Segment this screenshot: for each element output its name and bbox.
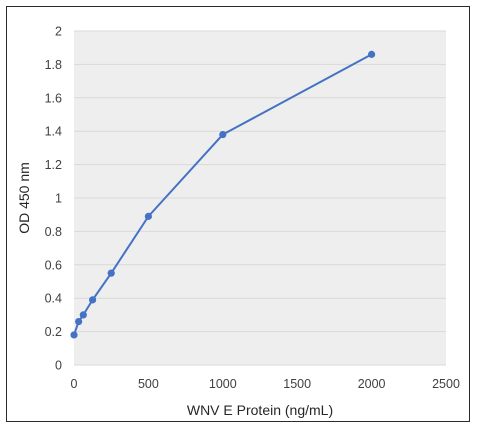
y-tick-label: 0.6 (45, 258, 62, 272)
data-point (70, 331, 78, 339)
y-tick-label: 1.2 (45, 158, 62, 172)
data-point (107, 269, 115, 277)
gridlines (74, 30, 446, 366)
x-tick-label: 2000 (358, 377, 386, 391)
data-series (70, 50, 376, 339)
x-tick-label: 2500 (432, 377, 460, 391)
data-point (89, 296, 97, 304)
y-tick-label: 0.4 (45, 292, 62, 306)
y-tick-label: 1.4 (45, 125, 62, 139)
y-axis-title: OD 450 nm (16, 162, 32, 234)
y-tick-label: 1.8 (45, 58, 62, 72)
x-axis-title: WNV E Protein (ng/mL) (187, 402, 333, 418)
y-tick-label: 0.8 (45, 225, 62, 239)
data-point (368, 50, 376, 58)
y-axis-tick-labels: 0 0.2 0.4 0.6 0.8 1 1.2 1.4 1.6 1.8 2 (45, 25, 62, 373)
y-tick-label: 0 (55, 359, 62, 373)
data-point (144, 212, 152, 220)
y-tick-label: 1.6 (45, 91, 62, 105)
x-tick-label: 1000 (209, 377, 237, 391)
y-tick-label: 0.2 (45, 325, 62, 339)
y-tick-label: 2 (55, 25, 62, 39)
data-point (75, 317, 83, 326)
data-point (219, 130, 227, 139)
data-point (79, 311, 87, 319)
x-tick-label: 0 (71, 377, 78, 391)
x-tick-label: 1500 (283, 377, 311, 391)
x-tick-label: 500 (138, 377, 159, 391)
y-tick-label: 1 (55, 192, 62, 206)
x-axis-tick-labels: 0 500 1000 1500 2000 2500 (71, 377, 460, 391)
